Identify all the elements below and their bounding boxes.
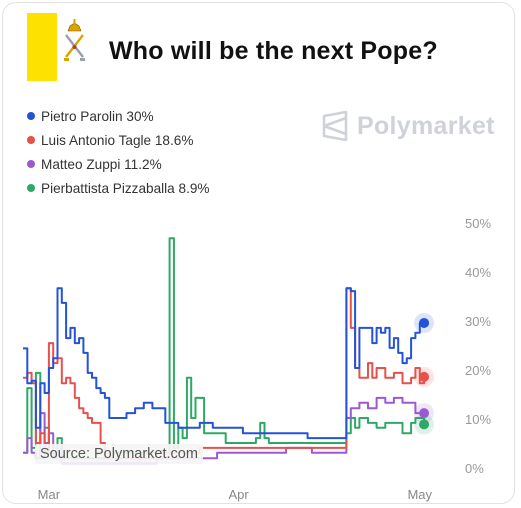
legend-item-tagle: Luis Antonio Tagle 18.6% [27,128,210,152]
polymarket-brand: Polymarket [321,111,495,141]
papal-keys-icon [64,19,85,61]
y-tick-label: 40% [465,265,491,280]
legend-item-zuppi: Matteo Zuppi 11.2% [27,152,210,176]
legend-dot-tagle [27,136,35,144]
chart-legend: Pietro Parolin 30% Luis Antonio Tagle 18… [27,104,210,200]
x-tick-label: Apr [229,487,250,502]
series-line-0 [23,287,425,440]
y-tick-label: 10% [465,412,491,427]
legend-label-parolin: Pietro Parolin 30% [41,108,154,124]
vatican-flag-yellow-half [27,13,57,81]
x-tick-label: May [407,487,432,502]
series-end-dot-0 [419,317,430,328]
polymarket-logo-icon [322,111,348,141]
x-tick-label: Mar [38,487,61,502]
y-tick-label: 20% [465,363,491,378]
series-end-dot-3 [419,419,430,430]
legend-dot-zuppi [27,160,35,168]
line-chart: 50% 40% 30% 20% 10% 0% Mar Apr May [23,216,491,502]
y-tick-label: 30% [465,314,491,329]
legend-item-parolin: Pietro Parolin 30% [27,104,210,128]
legend-item-pizzaballa: Pierbattista Pizzaballa 8.9% [27,176,210,200]
legend-label-zuppi: Matteo Zuppi 11.2% [41,156,162,172]
legend-label-pizzaballa: Pierbattista Pizzaballa 8.9% [41,180,210,196]
legend-label-tagle: Luis Antonio Tagle 18.6% [41,132,194,148]
legend-dot-pizzaballa [27,184,35,192]
chart-card: Who will be the next Pope? Pietro Paroli… [2,2,515,504]
vatican-flag-white-half [57,13,92,81]
chart-title: Who will be the next Pope? [109,37,438,65]
legend-dot-parolin [27,112,35,120]
series-end-dot-1 [419,371,430,382]
source-label: Source: Polymarket.com [35,444,203,464]
polymarket-wordmark: Polymarket [357,111,495,140]
y-tick-label: 0% [465,461,484,476]
series-line-2 [23,396,425,465]
series-end-dot-2 [419,408,430,419]
y-tick-label: 50% [465,216,491,231]
